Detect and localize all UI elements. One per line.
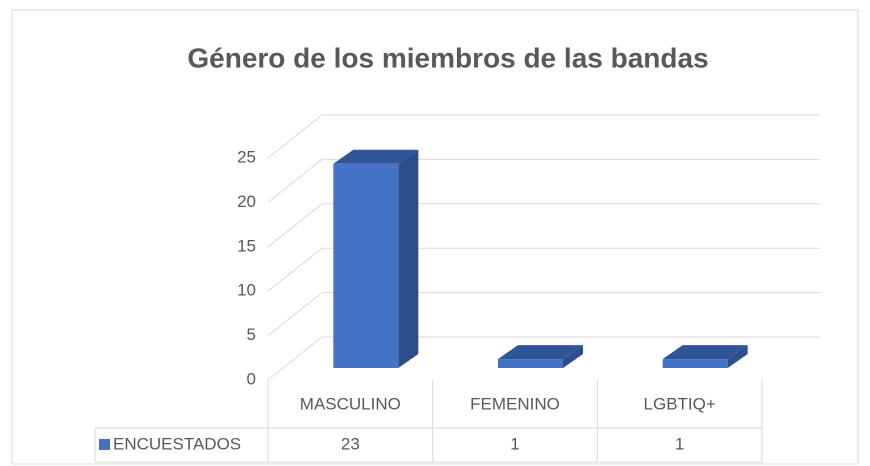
grid-line (267, 114, 820, 159)
category-label: FEMENINO (470, 394, 560, 413)
bar (662, 345, 748, 368)
bar-side (727, 345, 748, 368)
table-value: 23 (341, 434, 360, 453)
bar-front (333, 163, 399, 368)
y-tick-label: 10 (237, 281, 256, 300)
grid-line (267, 292, 820, 336)
bar-front (662, 359, 728, 368)
bar (498, 345, 583, 368)
grid-line (267, 247, 820, 292)
chart-border (11, 9, 859, 465)
bar-front (498, 359, 563, 368)
legend-swatch (99, 439, 110, 450)
bar-top (498, 345, 583, 360)
y-tick-label: 25 (237, 147, 256, 166)
bar-top (333, 149, 419, 164)
grid-line (267, 336, 820, 381)
bar-side (398, 149, 419, 368)
bar (333, 149, 419, 368)
legend-label: ENCUESTADOS (113, 434, 241, 453)
category-label: MASCULINO (300, 394, 401, 413)
y-tick-label: 5 (247, 325, 256, 344)
grid-line (267, 203, 820, 248)
grid-line (267, 158, 820, 203)
bar-top (662, 345, 748, 360)
bar-side (563, 345, 583, 368)
category-label: LGBTIQ+ (644, 394, 716, 413)
y-tick-label: 20 (237, 192, 256, 211)
table-value: 1 (510, 434, 519, 453)
y-tick-label: 0 (247, 369, 256, 388)
y-tick-label: 15 (237, 236, 256, 255)
chart-title: Género de los miembros de las bandas (187, 42, 708, 73)
table-value: 1 (675, 434, 684, 453)
